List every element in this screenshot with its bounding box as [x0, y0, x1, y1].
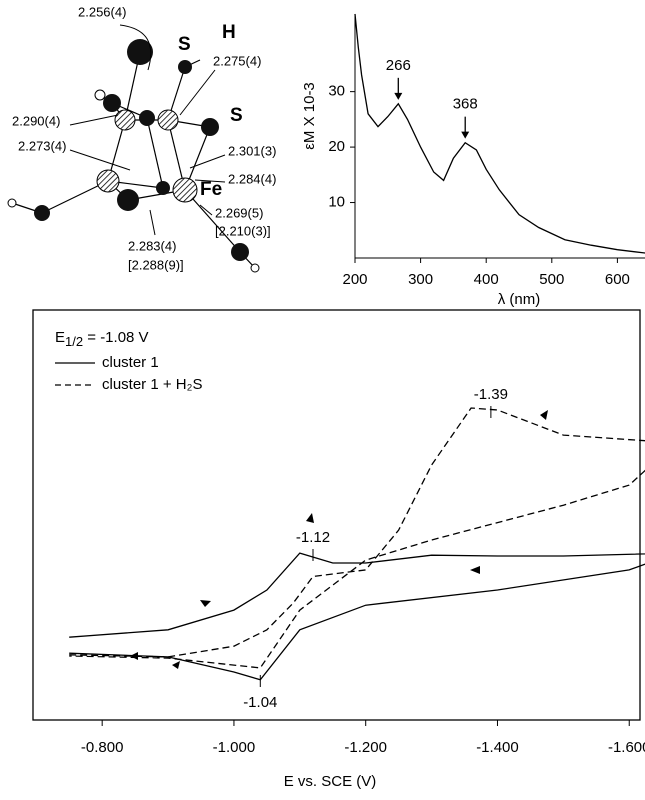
bond-label: 2.256(4) — [78, 4, 126, 19]
bond-label: 2.290(4) — [12, 113, 60, 128]
x-tick-label: -1.600 — [608, 739, 645, 756]
peak-label: -1.39 — [474, 386, 508, 403]
x-tick-label: -1.200 — [344, 739, 387, 756]
peak-label: 368 — [453, 96, 478, 113]
e-subscript: 1/2 — [65, 334, 83, 349]
peak-label: -1.04 — [243, 694, 277, 711]
data-line — [69, 407, 645, 669]
e-half: E1/2 = -1.08 V — [55, 329, 149, 349]
peak-label: 266 — [386, 57, 411, 74]
x-tick-label: 400 — [474, 271, 499, 288]
x-tick-label: -1.000 — [213, 739, 256, 756]
peak-arrowhead — [461, 131, 470, 139]
x-axis-label: λ (nm) — [498, 291, 541, 308]
x-tick-label: 500 — [539, 271, 564, 288]
y-tick-label: 10 — [328, 194, 345, 211]
x-tick-label: 200 — [342, 271, 367, 288]
x-tick-label: -0.800 — [81, 739, 124, 756]
atom-label: S — [178, 34, 191, 55]
plot-frame — [32, 309, 641, 721]
atom-label: Fe — [200, 179, 222, 200]
data-line — [354, 13, 645, 254]
legend-label: cluster 1 + H₂S — [102, 376, 202, 393]
arrowhead — [470, 566, 480, 574]
bond-label: 2.283(4) — [128, 238, 176, 253]
arrowhead — [200, 600, 211, 607]
peak-arrowhead — [394, 92, 403, 100]
atom-label: H — [222, 22, 236, 43]
arrowhead — [172, 661, 180, 669]
bond-label: 2.269(5) — [215, 205, 263, 220]
peak-label: -1.12 — [296, 529, 330, 546]
atom-label: S — [230, 105, 243, 126]
x-tick-label: 600 — [605, 271, 630, 288]
arrowhead — [306, 513, 314, 523]
data-line — [69, 552, 645, 681]
molecule: 2.256(4) S H 2.275(4) 2.290(4) S 2.273(4… — [7, 4, 276, 273]
e-symbol: E — [55, 329, 65, 346]
x-axis-label: E vs. SCE (V) — [284, 773, 377, 790]
e-text: = -1.08 V — [83, 329, 148, 346]
x-tick-label: -1.400 — [476, 739, 519, 756]
bond-label: [2.288(9)] — [128, 257, 184, 272]
bond-label: 2.301(3) — [228, 143, 276, 158]
bond-label: 2.273(4) — [18, 138, 66, 153]
bond-label: [2.210(3)] — [215, 223, 271, 238]
x-tick-label: 300 — [408, 271, 433, 288]
y-axis-label: εM X 10-3 — [301, 82, 318, 150]
y-tick-label: 20 — [328, 138, 345, 155]
bond-label: 2.284(4) — [228, 171, 276, 186]
y-tick-label: 30 — [328, 83, 345, 100]
arrowhead — [540, 410, 548, 420]
bond-label: 2.275(4) — [213, 53, 261, 68]
legend-label: cluster 1 — [102, 354, 159, 371]
